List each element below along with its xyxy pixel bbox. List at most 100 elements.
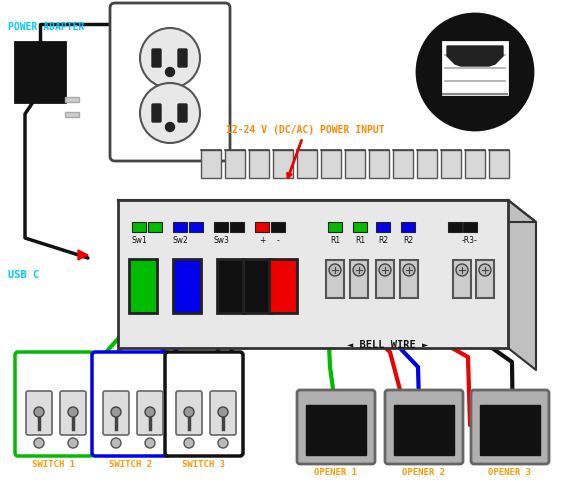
Bar bbox=[441, 150, 461, 178]
Text: R1: R1 bbox=[355, 236, 365, 245]
Text: Sw1: Sw1 bbox=[131, 236, 147, 245]
Text: 12-24 V (DC/AC) POWER INPUT: 12-24 V (DC/AC) POWER INPUT bbox=[226, 125, 385, 177]
Circle shape bbox=[68, 407, 78, 417]
Text: OPENER 2: OPENER 2 bbox=[402, 468, 446, 477]
Bar bbox=[401, 222, 415, 232]
FancyBboxPatch shape bbox=[297, 390, 375, 464]
Bar bbox=[443, 42, 507, 94]
Bar bbox=[394, 405, 454, 455]
Bar bbox=[448, 222, 462, 232]
Text: POWER ADAPTER: POWER ADAPTER bbox=[8, 22, 84, 32]
FancyBboxPatch shape bbox=[129, 259, 157, 313]
FancyBboxPatch shape bbox=[26, 391, 52, 435]
FancyBboxPatch shape bbox=[176, 391, 202, 435]
Bar bbox=[463, 222, 477, 232]
Circle shape bbox=[145, 407, 155, 417]
Polygon shape bbox=[118, 200, 536, 222]
Text: -: - bbox=[277, 236, 279, 245]
Circle shape bbox=[417, 14, 533, 130]
Circle shape bbox=[68, 438, 78, 448]
FancyBboxPatch shape bbox=[243, 259, 271, 313]
Bar bbox=[353, 222, 367, 232]
Circle shape bbox=[479, 264, 491, 276]
Circle shape bbox=[184, 438, 194, 448]
FancyBboxPatch shape bbox=[137, 391, 163, 435]
Circle shape bbox=[184, 407, 194, 417]
FancyBboxPatch shape bbox=[103, 391, 129, 435]
Bar bbox=[417, 150, 437, 178]
Bar bbox=[480, 405, 540, 455]
FancyBboxPatch shape bbox=[471, 390, 549, 464]
Bar bbox=[271, 222, 285, 232]
Text: Sw3: Sw3 bbox=[213, 236, 229, 245]
Bar bbox=[15, 42, 65, 102]
FancyBboxPatch shape bbox=[152, 49, 161, 67]
FancyBboxPatch shape bbox=[269, 259, 297, 313]
Circle shape bbox=[111, 438, 121, 448]
FancyBboxPatch shape bbox=[178, 104, 187, 122]
FancyBboxPatch shape bbox=[92, 352, 170, 456]
Bar bbox=[225, 150, 245, 178]
Text: OPENER 3: OPENER 3 bbox=[489, 468, 531, 477]
Text: R2: R2 bbox=[378, 236, 388, 245]
Circle shape bbox=[218, 407, 228, 417]
FancyBboxPatch shape bbox=[110, 3, 230, 161]
Polygon shape bbox=[508, 200, 536, 370]
FancyBboxPatch shape bbox=[178, 49, 187, 67]
Circle shape bbox=[140, 28, 200, 88]
Bar bbox=[476, 260, 494, 298]
Bar bbox=[189, 222, 203, 232]
FancyBboxPatch shape bbox=[210, 391, 236, 435]
Bar bbox=[393, 150, 413, 178]
FancyBboxPatch shape bbox=[152, 104, 161, 122]
Bar bbox=[201, 150, 221, 178]
Circle shape bbox=[34, 407, 44, 417]
Polygon shape bbox=[78, 250, 88, 260]
Text: USB C: USB C bbox=[8, 270, 39, 280]
Circle shape bbox=[353, 264, 365, 276]
Bar bbox=[230, 222, 244, 232]
Text: SWITCH 1: SWITCH 1 bbox=[32, 460, 76, 469]
Bar bbox=[118, 200, 508, 348]
FancyBboxPatch shape bbox=[217, 259, 245, 313]
FancyBboxPatch shape bbox=[15, 352, 93, 456]
Bar bbox=[328, 222, 342, 232]
Circle shape bbox=[403, 264, 415, 276]
Circle shape bbox=[218, 438, 228, 448]
FancyBboxPatch shape bbox=[173, 259, 201, 313]
FancyBboxPatch shape bbox=[165, 352, 243, 456]
Text: ◄ BELL WIRE ►: ◄ BELL WIRE ► bbox=[348, 340, 428, 350]
Bar bbox=[400, 260, 418, 298]
Bar bbox=[249, 150, 269, 178]
Circle shape bbox=[379, 264, 391, 276]
Bar bbox=[345, 150, 365, 178]
Circle shape bbox=[145, 438, 155, 448]
Bar bbox=[255, 222, 269, 232]
Bar bbox=[65, 97, 79, 102]
Bar bbox=[326, 260, 344, 298]
Bar bbox=[306, 405, 366, 455]
Bar bbox=[297, 150, 317, 178]
Text: OPENER 1: OPENER 1 bbox=[315, 468, 357, 477]
Text: +: + bbox=[259, 236, 265, 245]
Circle shape bbox=[111, 407, 121, 417]
Circle shape bbox=[329, 264, 341, 276]
Bar bbox=[173, 222, 187, 232]
Bar bbox=[65, 112, 79, 117]
Circle shape bbox=[34, 438, 44, 448]
Bar bbox=[321, 150, 341, 178]
Bar bbox=[214, 222, 228, 232]
Text: SWITCH 2: SWITCH 2 bbox=[109, 460, 152, 469]
Bar bbox=[376, 222, 390, 232]
Bar bbox=[465, 150, 485, 178]
Text: -R3-: -R3- bbox=[462, 236, 478, 245]
Bar bbox=[369, 150, 389, 178]
Text: R2: R2 bbox=[403, 236, 413, 245]
Circle shape bbox=[140, 83, 200, 143]
Bar bbox=[376, 260, 394, 298]
Circle shape bbox=[166, 68, 175, 77]
Circle shape bbox=[166, 122, 175, 132]
Bar bbox=[132, 222, 146, 232]
Bar bbox=[453, 260, 471, 298]
Bar bbox=[350, 260, 368, 298]
